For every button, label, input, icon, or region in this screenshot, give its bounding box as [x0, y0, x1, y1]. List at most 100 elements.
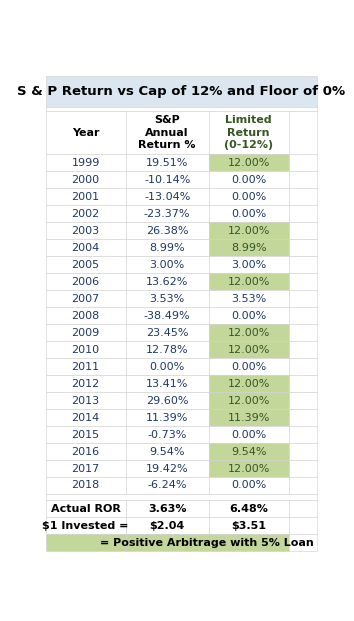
Bar [126, 307, 209, 324]
Bar [289, 534, 317, 551]
Text: 0.00%: 0.00% [231, 430, 266, 440]
Text: 2014: 2014 [72, 412, 100, 422]
Text: 2005: 2005 [72, 260, 100, 270]
Bar [126, 111, 209, 155]
Bar [209, 290, 289, 307]
Text: 9.54%: 9.54% [149, 446, 185, 456]
Text: 2002: 2002 [72, 209, 100, 219]
Text: 0.00%: 0.00% [231, 192, 266, 202]
Bar [209, 171, 289, 188]
Bar [126, 290, 209, 307]
Bar [46, 307, 126, 324]
Bar [289, 392, 317, 409]
Bar [46, 426, 126, 443]
Text: -23.37%: -23.37% [144, 209, 190, 219]
Bar [46, 392, 126, 409]
Text: -6.24%: -6.24% [147, 481, 187, 491]
Bar [209, 501, 289, 517]
Bar [289, 426, 317, 443]
Text: 3.53%: 3.53% [231, 294, 266, 304]
Bar [209, 222, 289, 239]
Bar [126, 358, 209, 375]
Bar [209, 239, 289, 256]
Text: 0.00%: 0.00% [231, 310, 266, 320]
Text: 2001: 2001 [72, 192, 100, 202]
Bar [126, 324, 209, 341]
Bar [46, 358, 126, 375]
Bar [209, 392, 289, 409]
Bar [209, 460, 289, 477]
Text: -10.14%: -10.14% [144, 175, 190, 185]
Bar [126, 426, 209, 443]
Text: 2018: 2018 [72, 481, 100, 491]
Text: 8.99%: 8.99% [231, 243, 267, 253]
Bar [126, 443, 209, 460]
Text: 3.00%: 3.00% [149, 260, 185, 270]
Bar [46, 501, 126, 517]
Bar [289, 501, 317, 517]
Text: 0.00%: 0.00% [231, 361, 266, 371]
Bar [46, 222, 126, 239]
Bar [209, 256, 289, 273]
Bar [209, 155, 289, 171]
Text: 2016: 2016 [72, 446, 100, 456]
Text: 2004: 2004 [72, 243, 100, 253]
Bar [46, 477, 126, 494]
Text: 8.99%: 8.99% [149, 243, 185, 253]
Bar [209, 307, 289, 324]
Text: 19.42%: 19.42% [146, 463, 188, 473]
Bar [209, 477, 289, 494]
Text: 9.54%: 9.54% [231, 446, 267, 456]
Bar [289, 155, 317, 171]
Bar [289, 375, 317, 392]
Bar [46, 290, 126, 307]
Text: 6.48%: 6.48% [229, 504, 268, 514]
Bar [289, 290, 317, 307]
Bar [289, 307, 317, 324]
Text: $1 Invested =: $1 Invested = [42, 521, 129, 531]
Text: 11.39%: 11.39% [146, 412, 188, 422]
Text: 12.00%: 12.00% [228, 226, 270, 236]
Bar [209, 358, 289, 375]
Bar [46, 107, 317, 111]
Bar [126, 256, 209, 273]
Text: 2015: 2015 [72, 430, 100, 440]
Text: S & P Return vs Cap of 12% and Floor of 0%: S & P Return vs Cap of 12% and Floor of … [17, 85, 346, 98]
Text: -38.49%: -38.49% [144, 310, 190, 320]
Text: 13.62%: 13.62% [146, 277, 188, 287]
Bar [126, 534, 289, 551]
Text: 2012: 2012 [72, 379, 100, 389]
Text: 12.00%: 12.00% [228, 158, 270, 168]
Bar [126, 477, 209, 494]
Text: 13.41%: 13.41% [146, 379, 188, 389]
Text: 2000: 2000 [72, 175, 100, 185]
Bar [126, 460, 209, 477]
Text: 0.00%: 0.00% [231, 481, 266, 491]
Bar [289, 171, 317, 188]
Bar [289, 111, 317, 155]
Text: 11.39%: 11.39% [228, 412, 270, 422]
Text: S&P
Annual
Return %: S&P Annual Return % [138, 116, 196, 150]
Bar [46, 517, 126, 534]
Bar [289, 239, 317, 256]
Bar [209, 111, 289, 155]
Bar [46, 76, 317, 107]
Bar [126, 409, 209, 426]
Bar [126, 392, 209, 409]
Bar [126, 188, 209, 206]
Text: 12.00%: 12.00% [228, 396, 270, 406]
Text: -13.04%: -13.04% [144, 192, 190, 202]
Text: -0.73%: -0.73% [148, 430, 187, 440]
Text: 12.00%: 12.00% [228, 379, 270, 389]
Bar [46, 171, 126, 188]
Bar [209, 443, 289, 460]
Bar [289, 341, 317, 358]
Bar [126, 171, 209, 188]
Bar [209, 324, 289, 341]
Text: $2.04: $2.04 [149, 521, 185, 531]
Bar [126, 206, 209, 222]
Bar [126, 341, 209, 358]
Text: 3.63%: 3.63% [148, 504, 187, 514]
Bar [289, 324, 317, 341]
Text: Year: Year [72, 128, 99, 138]
